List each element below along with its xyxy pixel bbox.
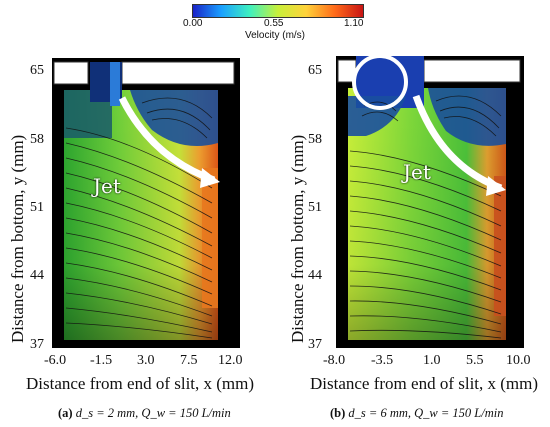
colorbar-tick-mid: 0.55 [264, 18, 284, 29]
panel-b-caption-text: d_s = 6 mm, Q_w = 150 L/min [348, 406, 504, 420]
panel-b-flow-field [336, 56, 524, 348]
panel-a-xtick-4: 7.5 [180, 353, 198, 368]
panel-a-flow-field [52, 58, 240, 348]
panel-b-caption: (b) d_s = 6 mm, Q_w = 150 L/min [330, 406, 503, 421]
panel-b-xtick-3: 1.0 [423, 353, 441, 368]
panel-a-caption-text: d_s = 2 mm, Q_w = 150 L/min [75, 406, 231, 420]
panel-b-xtick-2: -3.5 [371, 353, 394, 368]
panel-a-ytick-65: 65 [30, 63, 44, 78]
panel-b-ylabel: Distance from bottom, y (mm) [288, 134, 307, 343]
panel-b-xtick-1: -8.0 [323, 353, 346, 368]
panel-a-ytick-51: 51 [30, 200, 44, 215]
panel-a-xtick-1: -6.0 [44, 353, 67, 368]
panel-b-ytick-65: 65 [308, 63, 322, 78]
panel-a-xtick-3: 3.0 [137, 353, 155, 368]
colorbar-tick-max: 1.10 [344, 18, 364, 29]
panel-a-ytick-58: 58 [30, 132, 44, 147]
colorbar [192, 4, 364, 18]
colorbar-tick-min: 0.00 [183, 18, 203, 29]
panel-a-xtick-2: -1.5 [90, 353, 113, 368]
panel-b-ytick-51: 51 [308, 200, 322, 215]
panel-b-caption-letter: (b) [330, 406, 346, 420]
panel-a-ytick-44: 44 [30, 268, 44, 283]
panel-a-jet-annotation: Jet [93, 174, 121, 198]
panel-b-ytick-44: 44 [308, 268, 322, 283]
panel-a-xlabel: Distance from end of slit, x (mm) [26, 374, 255, 393]
panel-b-ytick-58: 58 [308, 132, 322, 147]
colorbar-label: Velocity (m/s) [245, 30, 306, 41]
panel-b-ytick-37: 37 [308, 337, 322, 352]
panel-a-xtick-5: 12.0 [218, 353, 243, 368]
panel-b-xlabel: Distance from end of slit, x (mm) [310, 374, 539, 393]
panel-a-ytick-37: 37 [30, 337, 44, 352]
panel-b-xtick-5: 10.0 [506, 353, 531, 368]
panel-b-jet-annotation: Jet [403, 160, 431, 184]
panel-a-ylabel: Distance from bottom, y (mm) [8, 134, 27, 343]
panel-a-caption: (a) d_s = 2 mm, Q_w = 150 L/min [58, 406, 231, 421]
panel-a-caption-letter: (a) [58, 406, 73, 420]
panel-b-xtick-4: 5.5 [466, 353, 484, 368]
